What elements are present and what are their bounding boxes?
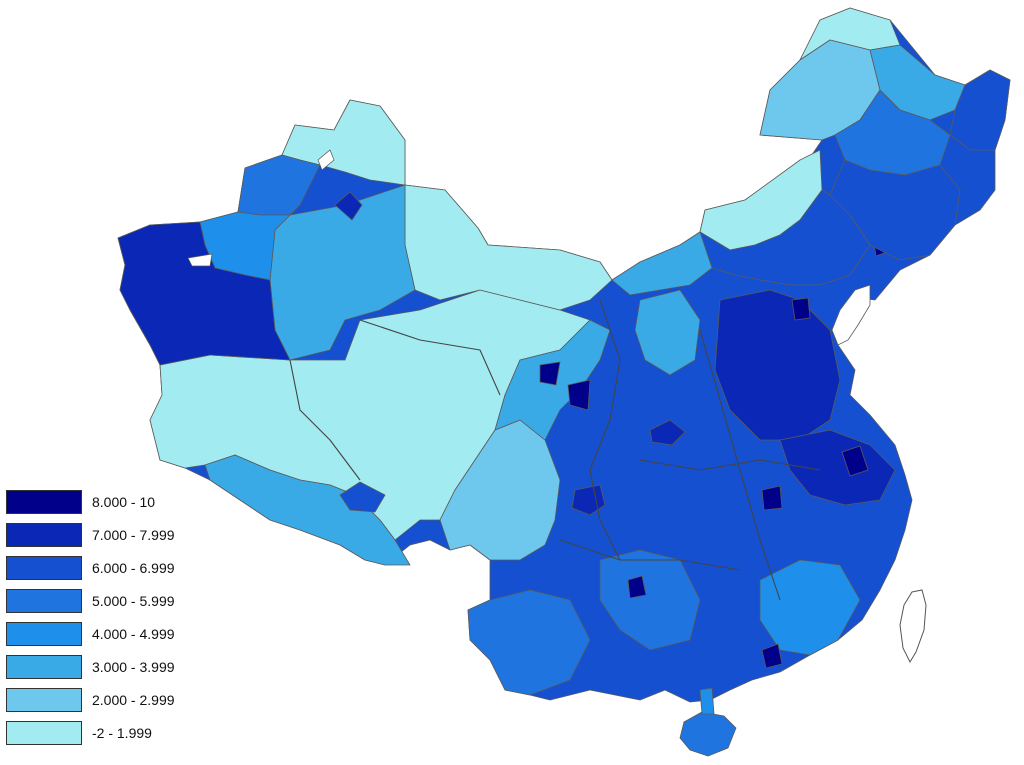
legend-swatch bbox=[6, 556, 82, 580]
legend-item: 6.000 - 6.999 bbox=[6, 554, 226, 582]
legend-item: 4.000 - 4.999 bbox=[6, 620, 226, 648]
legend-item: 5.000 - 5.999 bbox=[6, 587, 226, 615]
legend-swatch bbox=[6, 490, 82, 514]
legend-swatch bbox=[6, 688, 82, 712]
internal-border-3 bbox=[639, 459, 821, 471]
region-guangxi bbox=[467, 589, 591, 696]
legend-label: 6.000 - 6.999 bbox=[92, 560, 175, 576]
internal-border-2 bbox=[699, 329, 781, 601]
lake-1 bbox=[187, 253, 213, 267]
region-lanzhou-2 bbox=[567, 379, 591, 411]
leizhou bbox=[699, 687, 715, 715]
hainan-island bbox=[679, 711, 737, 757]
region-guiyang bbox=[627, 575, 647, 599]
region-hebei-north bbox=[699, 189, 871, 286]
region-guangzhou bbox=[761, 643, 783, 669]
legend-label: -2 - 1.999 bbox=[92, 725, 152, 741]
region-xinjiang-dot bbox=[334, 191, 363, 221]
internal-border-1 bbox=[589, 299, 621, 561]
region-lhasa bbox=[339, 481, 386, 513]
region-xinjiang-sw bbox=[117, 221, 291, 366]
internal-border-6 bbox=[289, 359, 361, 481]
region-wuhan bbox=[761, 485, 783, 511]
internal-border-4 bbox=[559, 539, 741, 571]
legend-item: 2.000 - 2.999 bbox=[6, 686, 226, 714]
lake-2 bbox=[317, 149, 335, 171]
region-east-mid-1 bbox=[599, 549, 701, 651]
region-shanghai bbox=[841, 445, 869, 477]
legend-swatch bbox=[6, 589, 82, 613]
legend-swatch bbox=[6, 721, 82, 745]
region-east-dark-1 bbox=[714, 289, 841, 441]
region-east-dark-2 bbox=[779, 429, 896, 506]
region-south-coast bbox=[759, 559, 861, 656]
legend-item: 7.000 - 7.999 bbox=[6, 521, 226, 549]
bohai-bay bbox=[831, 284, 871, 346]
legend-label: 3.000 - 3.999 bbox=[92, 659, 175, 675]
legend-label: 8.000 - 10 bbox=[92, 494, 156, 510]
region-beijing bbox=[791, 297, 811, 321]
region-tibet-south bbox=[204, 454, 411, 566]
legend-item: 3.000 - 3.999 bbox=[6, 653, 226, 681]
region-northeast-dark bbox=[949, 69, 1011, 151]
region-xian bbox=[649, 419, 686, 446]
internal-border-5 bbox=[359, 319, 501, 396]
legend-swatch bbox=[6, 622, 82, 646]
legend-swatch bbox=[6, 523, 82, 547]
region-ningxia-area bbox=[611, 231, 713, 296]
legend-label: 5.000 - 5.999 bbox=[92, 593, 175, 609]
region-inner-mongolia bbox=[404, 184, 613, 311]
legend-label: 2.000 - 2.999 bbox=[92, 692, 175, 708]
legend-swatch bbox=[6, 655, 82, 679]
region-shanxi bbox=[634, 289, 701, 376]
legend-label: 7.000 - 7.999 bbox=[92, 527, 175, 543]
legend-item: -2 - 1.999 bbox=[6, 719, 226, 747]
taiwan-island bbox=[899, 589, 927, 664]
legend-label: 4.000 - 4.999 bbox=[92, 626, 175, 642]
legend-item: 8.000 - 10 bbox=[6, 488, 226, 516]
region-lanzhou bbox=[539, 361, 561, 386]
